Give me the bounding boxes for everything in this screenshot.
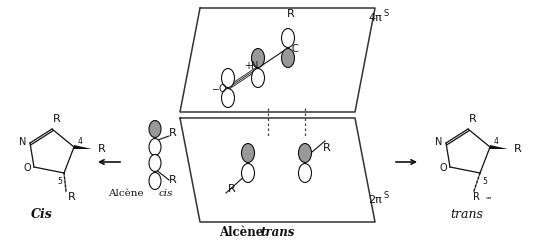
Text: 4: 4 [78,138,83,146]
Text: O: O [23,163,31,173]
Ellipse shape [149,139,161,155]
Text: 4: 4 [494,138,499,146]
Text: O: O [218,84,226,94]
Ellipse shape [222,69,234,87]
Ellipse shape [242,164,255,182]
Text: O: O [439,163,447,173]
Ellipse shape [149,154,161,172]
Polygon shape [490,145,508,149]
Ellipse shape [149,173,161,190]
Text: Cis: Cis [31,208,53,222]
Ellipse shape [222,88,234,108]
Text: N: N [251,61,258,71]
Ellipse shape [149,120,161,138]
Text: 2π: 2π [368,195,382,205]
Text: N: N [436,137,443,147]
Text: 4π: 4π [368,13,382,23]
Text: S: S [383,10,388,18]
Ellipse shape [299,143,311,163]
Ellipse shape [281,28,295,47]
Text: R: R [472,192,480,202]
Text: trans: trans [261,227,295,239]
Ellipse shape [299,164,311,182]
Text: 5: 5 [57,176,62,185]
Text: R: R [469,114,477,124]
Text: R: R [514,144,522,154]
Text: R: R [228,184,236,194]
Text: R: R [287,9,295,19]
Ellipse shape [252,69,265,87]
Ellipse shape [252,48,265,68]
Text: "": "" [485,196,491,202]
Text: R: R [98,144,106,154]
Text: −: − [211,84,219,93]
Text: R: R [53,114,61,124]
Polygon shape [74,145,92,149]
Ellipse shape [281,48,295,68]
Text: S: S [383,192,388,201]
Text: N: N [19,137,27,147]
Text: +: + [244,61,252,71]
Text: C: C [292,44,299,54]
Text: trans: trans [451,208,483,222]
Text: cis: cis [159,188,173,198]
Text: Alcène: Alcène [219,227,268,239]
Text: Alcène: Alcène [108,188,147,198]
Text: R: R [323,143,331,153]
Text: R: R [68,192,76,202]
Text: R: R [169,175,177,185]
Text: R: R [169,128,177,138]
Text: 5: 5 [482,176,487,185]
Ellipse shape [242,143,255,163]
